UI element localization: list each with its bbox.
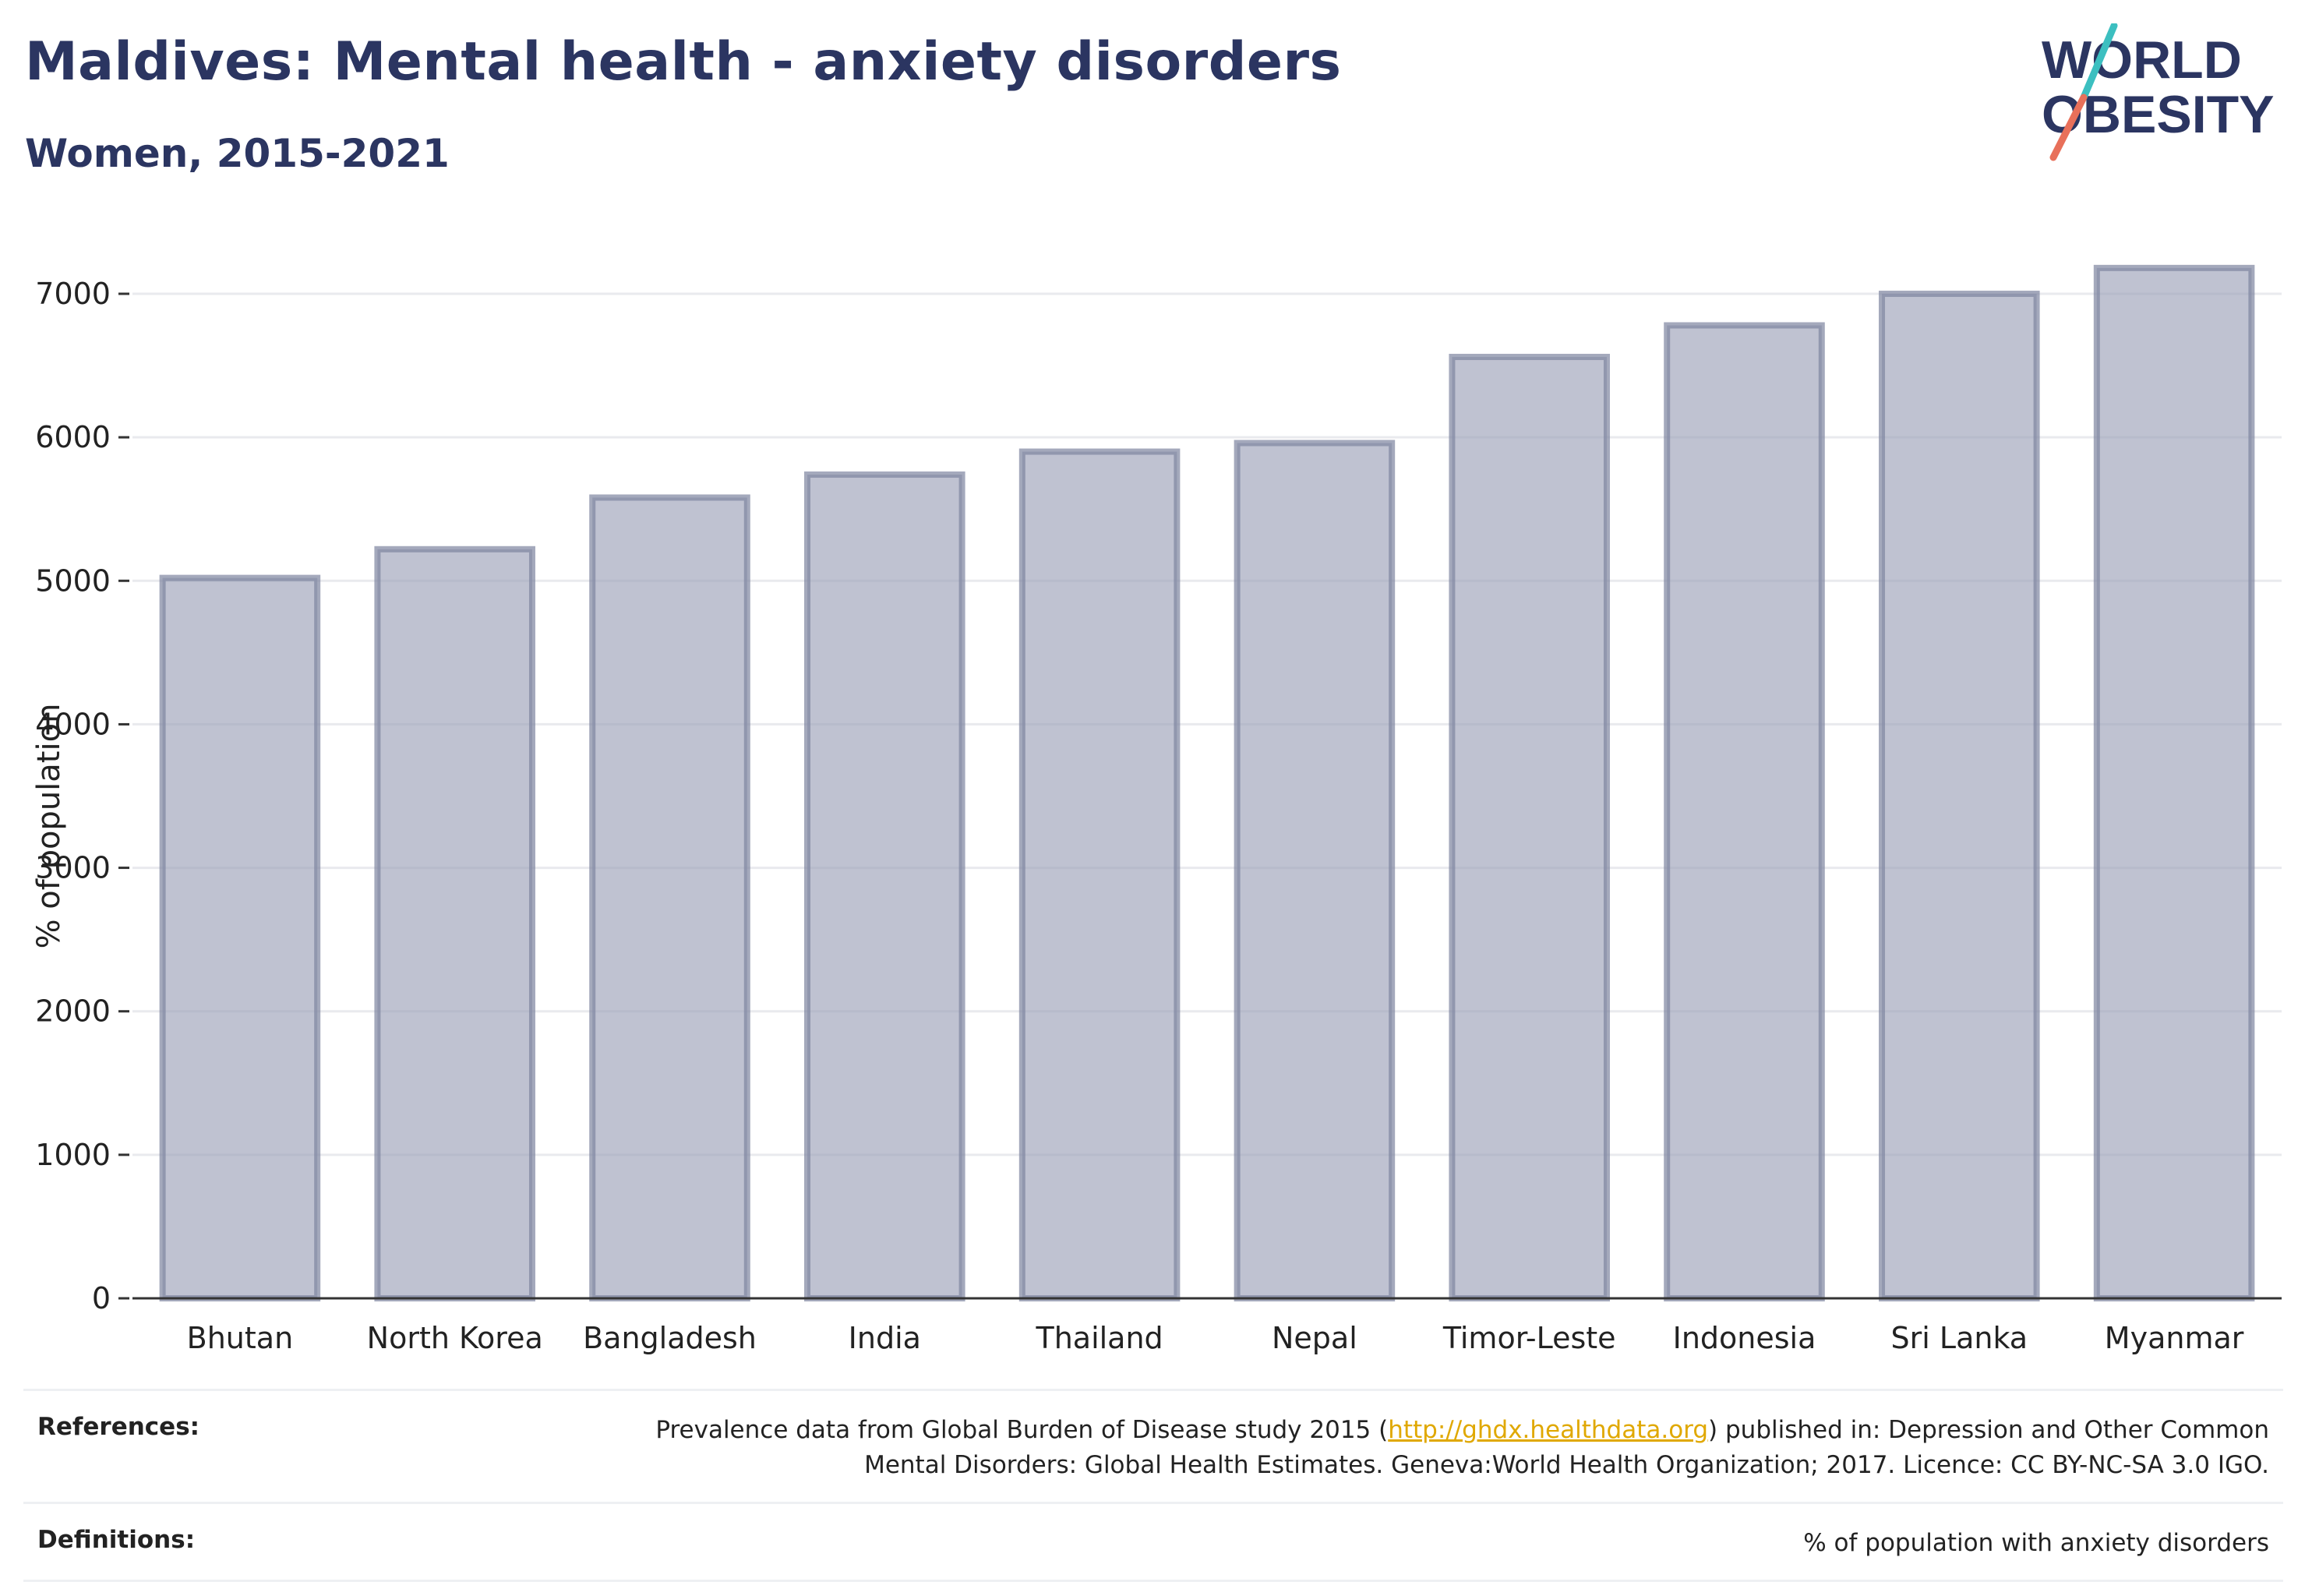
chart-subtitle: Women, 2015-2021: [25, 131, 450, 176]
references-row: References: Prevalence data from Global …: [23, 1389, 2283, 1502]
bar-nepal: [1234, 440, 1396, 1301]
bar-bhutan: [159, 574, 321, 1301]
x-tick-label: Timor-Leste: [1442, 1321, 1616, 1355]
y-tick-label: 5000: [35, 563, 111, 598]
references-text-line2: Mental Disorders: Global Health Estimate…: [864, 1450, 2269, 1479]
y-tick-label: 0: [92, 1281, 111, 1315]
y-tick-label: 2000: [35, 994, 111, 1029]
bars-layer: [159, 264, 2255, 1302]
world-obesity-logo: WORLD OBESITY: [2042, 23, 2275, 161]
logo-slash-top: [2080, 23, 2118, 101]
references-link[interactable]: http://ghdx.healthdata.org: [1388, 1416, 1709, 1444]
bar-india: [804, 471, 965, 1301]
bar-chart: 0 1000 2000 3000 4000 5000 6000 7000 Bhutan Nort…: [31, 264, 2282, 1355]
x-tick-label: Sri Lanka: [1891, 1321, 2028, 1355]
y-tick-labels: 0 1000 2000 3000 4000 5000 6000 7000: [35, 277, 129, 1315]
bar-north-korea: [374, 546, 535, 1301]
y-tick-label: 4000: [35, 707, 111, 741]
logo-slash-bottom: [2049, 94, 2088, 161]
x-tick-label: Nepal: [1272, 1321, 1357, 1355]
y-tick-label: 6000: [35, 420, 111, 454]
logo-line2: OBESITY: [2042, 85, 2275, 144]
x-tick-labels: Bhutan North Korea Bangladesh India Thailand…: [187, 1321, 2244, 1355]
x-tick-label: India: [849, 1321, 921, 1355]
x-tick-label: North Korea: [367, 1321, 543, 1355]
y-tick-label: 1000: [35, 1138, 111, 1172]
references-text: Prevalence data from Global Burden of Di…: [655, 1413, 2269, 1483]
definitions-text: % of population with anxiety disorders: [1803, 1528, 2269, 1557]
x-tick-label: Bangladesh: [583, 1321, 757, 1355]
bar-bangladesh: [589, 494, 750, 1301]
references-label: References:: [37, 1413, 200, 1441]
logo-line1: WORLD: [2042, 30, 2242, 90]
y-tick-label: 3000: [35, 851, 111, 885]
references-text-before: Prevalence data from Global Burden of Di…: [655, 1416, 1389, 1444]
bar-indonesia: [1664, 322, 1825, 1301]
footer: References: Prevalence data from Global …: [23, 1389, 2283, 1582]
x-tick-label: Thailand: [1035, 1321, 1163, 1355]
definitions-row: Definitions: % of population with anxiet…: [23, 1501, 2283, 1582]
x-tick-label: Indonesia: [1673, 1321, 1816, 1355]
y-axis-title: % of population: [31, 704, 67, 949]
x-tick-label: Bhutan: [187, 1321, 294, 1355]
references-text-after: ) published in: Depression and Other Com…: [1708, 1416, 2269, 1444]
bar-myanmar: [2093, 264, 2255, 1302]
bar-timor-leste: [1449, 354, 1610, 1302]
x-tick-label: Myanmar: [2105, 1321, 2244, 1355]
definitions-label: Definitions:: [37, 1525, 196, 1554]
chart-title: Maldives: Mental health - anxiety disord…: [25, 31, 1342, 93]
bar-sri-lanka: [1879, 291, 2040, 1301]
bar-thailand: [1018, 448, 1181, 1301]
y-tick-label: 7000: [35, 277, 111, 311]
